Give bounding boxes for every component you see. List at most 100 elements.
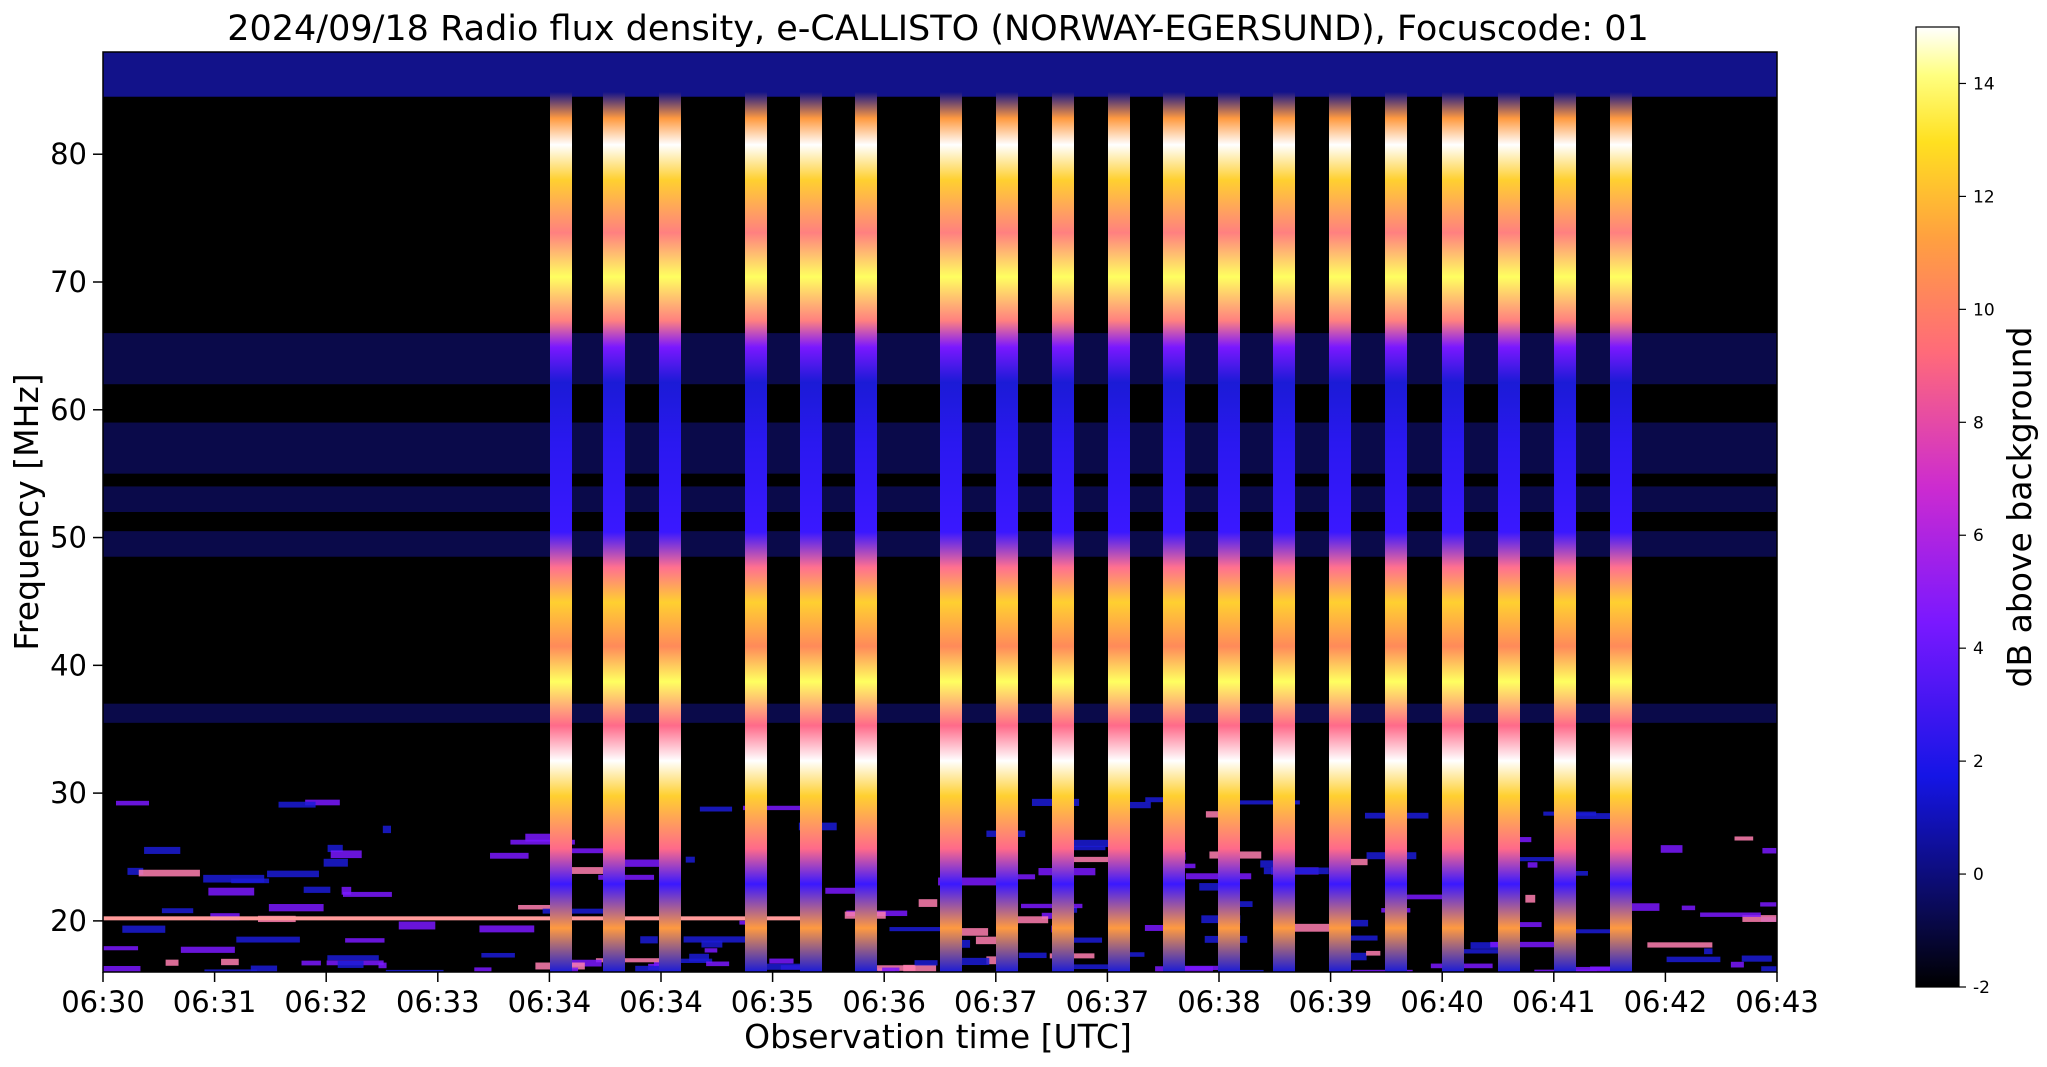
noise-patch [1060,839,1125,848]
noise-patch [208,887,255,896]
noise-patch [1041,912,1057,919]
noise-patch [1761,966,1777,972]
noise-patch [1144,924,1169,931]
plot-area [103,52,1777,972]
noise-patch [614,859,677,867]
y-tick-label: 40 [50,648,87,682]
noise-patch [957,939,971,948]
noise-patch [144,846,181,854]
noise-patch [565,867,609,874]
y-axis-label: Frequency [MHz] [7,373,46,650]
burst-column [1108,92,1130,972]
x-tick-label: 06:34 [619,985,703,1019]
noise-patch [1647,942,1713,948]
burst-column [940,92,962,972]
colorbar-ticks: -2 0 2 4 6 8 10 12 14 [1959,74,1995,998]
x-axis-label: Observation time [UTC] [744,1017,1132,1056]
burst-column [1442,92,1464,972]
noise-patch [1566,929,1619,934]
noise-patch [635,965,661,972]
x-tick-label: 06:34 [508,985,592,1019]
x-tick-label: 06:35 [731,985,815,1019]
noise-patch [756,963,814,970]
burst-columns [550,92,1632,972]
noise-patch [1619,903,1660,911]
noise-patch [268,904,324,912]
x-tick-label: 06:39 [1289,985,1373,1019]
noise-patch [699,806,733,812]
noise-patch [115,800,150,806]
noise-patch [1239,969,1264,972]
burst-column [745,92,767,972]
noise-patch [161,908,194,914]
noise-patch [303,886,331,893]
noise-patch [1072,964,1119,970]
noise-patch [267,870,319,878]
burst-column [603,92,625,972]
noise-patch [1681,905,1696,911]
colorbar-label: dB above background [2000,327,2039,688]
noise-patch [1145,797,1169,803]
noise-patch [742,805,808,811]
noise-patch [1393,894,1460,900]
noise-patch [1490,941,1558,948]
noise-patch [1742,915,1777,922]
x-tick-label: 06:42 [1624,985,1708,1019]
noise-patch [769,958,794,964]
noise-patch [1470,942,1507,949]
noise-patch [122,925,166,933]
noise-patch [345,938,385,943]
noise-patch [542,908,604,914]
noise-patch [942,928,989,936]
burst-column [855,92,877,972]
burst-column [1329,92,1351,972]
burst-column [1554,92,1576,972]
y-axis-ticks: 20 30 40 50 60 70 80 [50,137,103,938]
noise-patch [301,960,321,966]
burst-column [1273,92,1295,972]
burst-column [550,92,572,972]
noise-patch [103,965,141,972]
burst-column [800,92,822,972]
noise-patch [330,850,362,859]
noise-patch [683,936,751,943]
noise-patch [250,965,278,972]
noise-patch [825,887,861,894]
noise-patch [180,946,235,953]
noise-patch [999,916,1049,924]
colorbar-tick-label: 10 [1973,300,1995,320]
noise-patch [1590,966,1619,971]
noise-patch [1122,801,1151,809]
y-tick-label: 50 [50,521,87,555]
y-tick-label: 60 [50,393,87,427]
noise-patch [1457,949,1510,954]
colorbar-tick-label: 0 [1973,865,1984,885]
x-tick-label: 06:31 [173,985,257,1019]
burst-column [1498,92,1520,972]
noise-patch [490,852,529,859]
noise-patch [918,899,938,907]
colorbar-tick-label: 14 [1973,74,1995,94]
y-tick-label: 80 [50,137,87,171]
noise-patch [903,964,937,972]
colorbar-tick-label: 2 [1973,752,1984,772]
colorbar-tick-label: 4 [1973,639,1984,659]
x-tick-label: 06:37 [954,985,1038,1019]
noise-patch [337,960,364,968]
noise-patch [341,886,352,895]
noise-patch [1260,860,1277,868]
x-tick-label: 06:40 [1400,985,1484,1019]
noise-patch [1741,955,1772,962]
noise-patch [1018,952,1047,959]
noise-patch [1341,935,1378,941]
noise-patch [1205,811,1219,818]
noise-patch [342,891,392,897]
noise-patch [956,957,990,966]
noise-patch [474,967,492,972]
burst-column [1610,92,1632,972]
noise-patch [1525,894,1536,903]
burst-column [996,92,1018,972]
noise-patch [481,952,515,958]
noise-patch [510,839,575,845]
y-tick-label: 20 [50,904,87,938]
